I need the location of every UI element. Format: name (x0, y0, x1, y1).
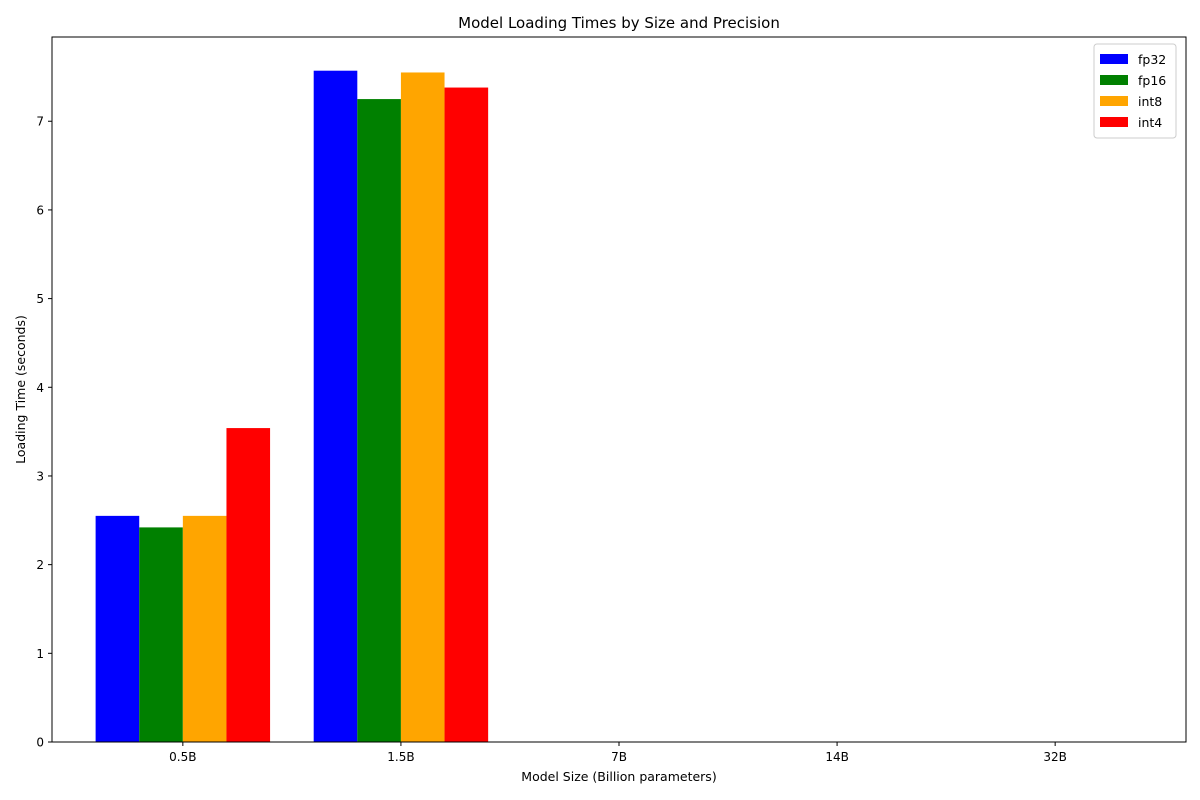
bar-fp32-1.5B (313, 70, 358, 742)
x-axis-label: Model Size (Billion parameters) (521, 769, 716, 784)
y-tick-label: 3 (36, 469, 44, 483)
y-tick-label: 2 (36, 558, 44, 572)
bar-int8-1.5B (400, 72, 445, 743)
bar-fp16-0.5B (139, 527, 183, 742)
bars-layer (95, 70, 489, 743)
x-tick-label: 32B (1043, 750, 1067, 764)
y-tick-label: 5 (36, 292, 44, 306)
bar-int4-0.5B (226, 428, 271, 742)
chart-title: Model Loading Times by Size and Precisio… (458, 14, 780, 32)
legend-label-int8: int8 (1138, 94, 1162, 109)
axes-layer: 0.5B 1.5B 7B 14B 32B 0 1 2 3 4 5 6 7 (36, 115, 1067, 764)
legend-label-fp16: fp16 (1138, 73, 1166, 88)
bar-int8-0.5B (182, 515, 227, 742)
legend-swatch-int4 (1100, 117, 1128, 127)
legend-label-fp32: fp32 (1138, 52, 1166, 67)
y-tick-label: 0 (36, 736, 44, 750)
y-tick-label: 6 (36, 203, 44, 217)
legend-box (1093, 43, 1177, 139)
legend-swatch-int8 (1100, 96, 1128, 106)
y-axis-label: Loading Time (seconds) (13, 315, 28, 464)
x-tick-label: 14B (825, 750, 849, 764)
y-tick-label: 7 (36, 115, 44, 129)
x-tick-label: 7B (611, 750, 627, 764)
legend-label-int4: int4 (1138, 115, 1162, 130)
bar-fp32-0.5B (95, 515, 140, 742)
bar-fp16-1.5B (357, 99, 401, 743)
x-tick-label: 0.5B (169, 750, 196, 764)
bar-int4-1.5B (444, 87, 489, 742)
legend: fp32 fp16 int8 int4 (1093, 43, 1177, 139)
legend-swatch-fp32 (1100, 54, 1128, 64)
x-tick-label: 1.5B (387, 750, 414, 764)
y-tick-label: 1 (36, 647, 44, 661)
y-tick-label: 4 (36, 381, 44, 395)
legend-swatch-fp16 (1100, 75, 1128, 85)
